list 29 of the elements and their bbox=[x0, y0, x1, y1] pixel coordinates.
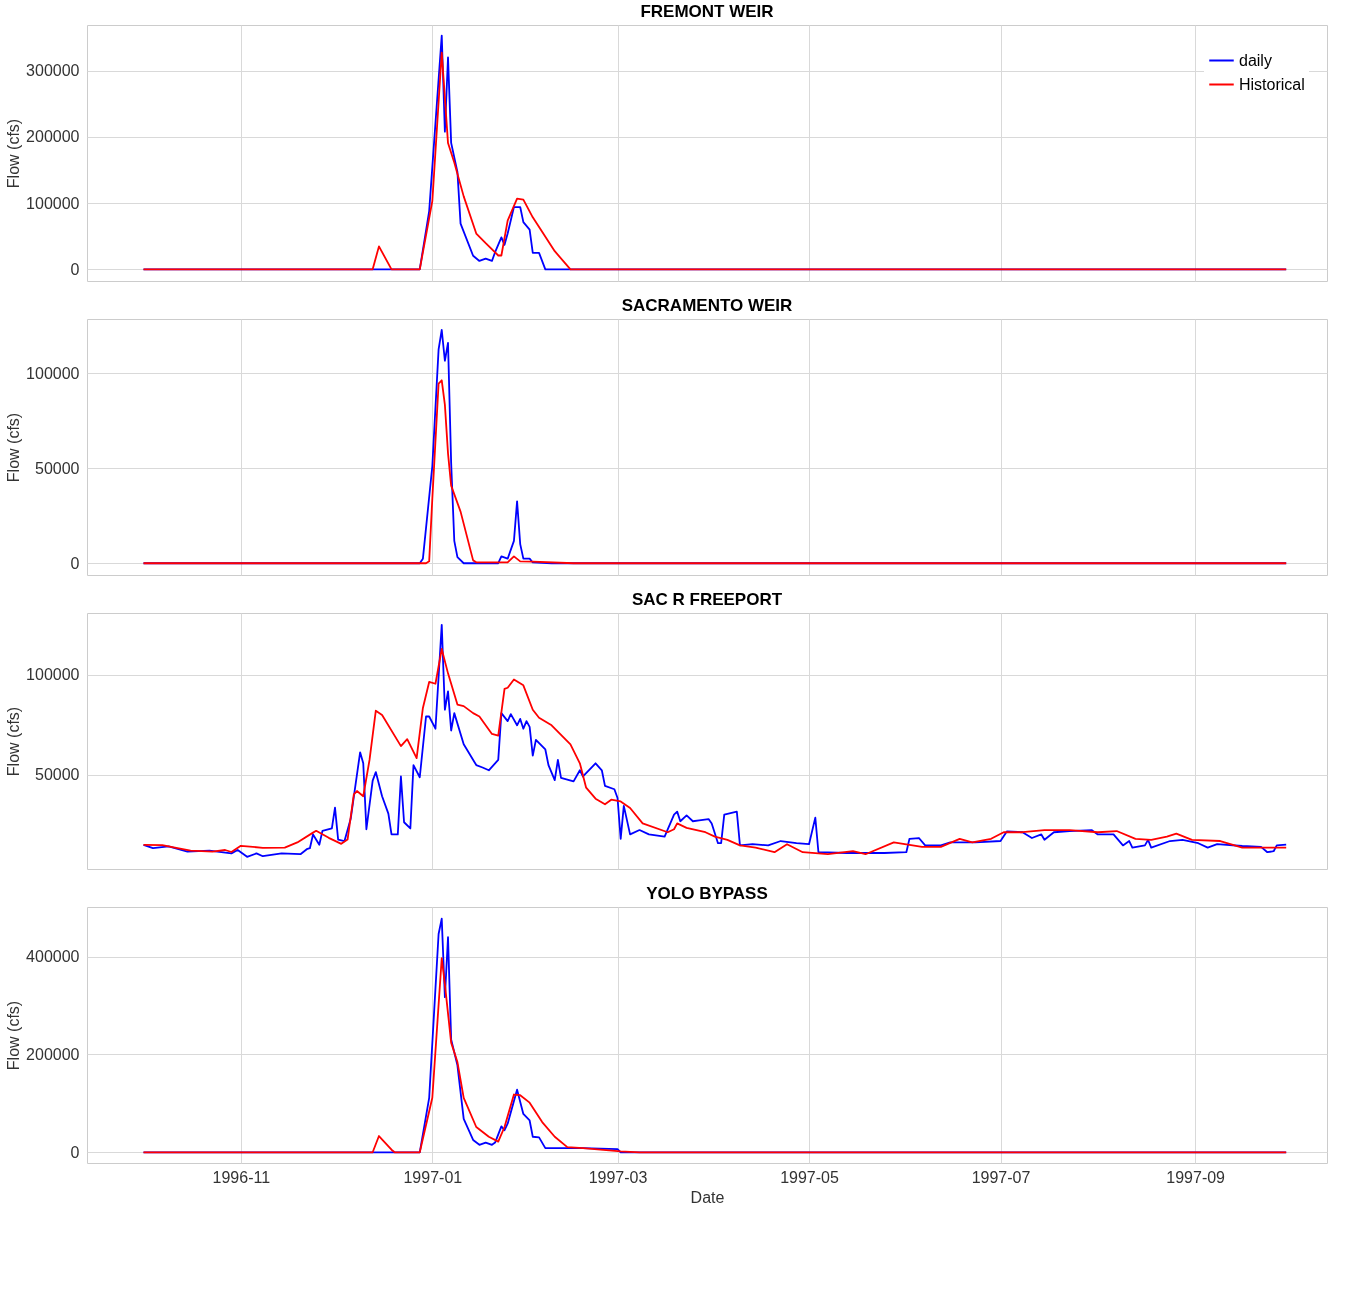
y-tick-label: 200000 bbox=[26, 1045, 80, 1063]
x-tick-label: 1997-09 bbox=[1166, 1168, 1226, 1186]
y-tick-label: 50000 bbox=[35, 459, 80, 477]
chart-title: SAC R FREEPORT bbox=[631, 590, 783, 609]
x-tick-label: 1997-07 bbox=[971, 1168, 1031, 1186]
chart-title: FREMONT WEIR bbox=[640, 2, 774, 21]
x-tick-label: 1996-11 bbox=[212, 1168, 271, 1186]
y-tick-label: 200000 bbox=[26, 128, 80, 146]
y-tick-label: 300000 bbox=[26, 62, 80, 80]
x-tick-label: 1997-05 bbox=[780, 1168, 839, 1186]
chart-title: YOLO BYPASS bbox=[646, 884, 768, 903]
x-axis-title: Date bbox=[690, 1188, 725, 1206]
y-tick-label: 100000 bbox=[26, 666, 80, 684]
x-tick-label: 1997-03 bbox=[588, 1168, 648, 1186]
legend-label: Historical bbox=[1239, 75, 1305, 93]
y-tick-label: 0 bbox=[70, 260, 80, 278]
y-tick-label: 100000 bbox=[26, 364, 80, 382]
x-tick-label: 1997-01 bbox=[403, 1168, 463, 1186]
y-axis-title: Flow (cfs) bbox=[5, 118, 23, 189]
y-tick-label: 100000 bbox=[26, 194, 80, 212]
y-axis-title: Flow (cfs) bbox=[5, 1000, 23, 1071]
y-tick-label: 0 bbox=[70, 554, 80, 572]
y-tick-label: 50000 bbox=[35, 766, 80, 784]
y-tick-label: 400000 bbox=[26, 948, 80, 966]
y-axis-title: Flow (cfs) bbox=[5, 706, 23, 777]
y-axis-title: Flow (cfs) bbox=[5, 412, 23, 483]
legend-label: daily bbox=[1239, 51, 1272, 69]
y-tick-label: 0 bbox=[70, 1143, 80, 1161]
chart-title: SACRAMENTO WEIR bbox=[621, 296, 793, 315]
